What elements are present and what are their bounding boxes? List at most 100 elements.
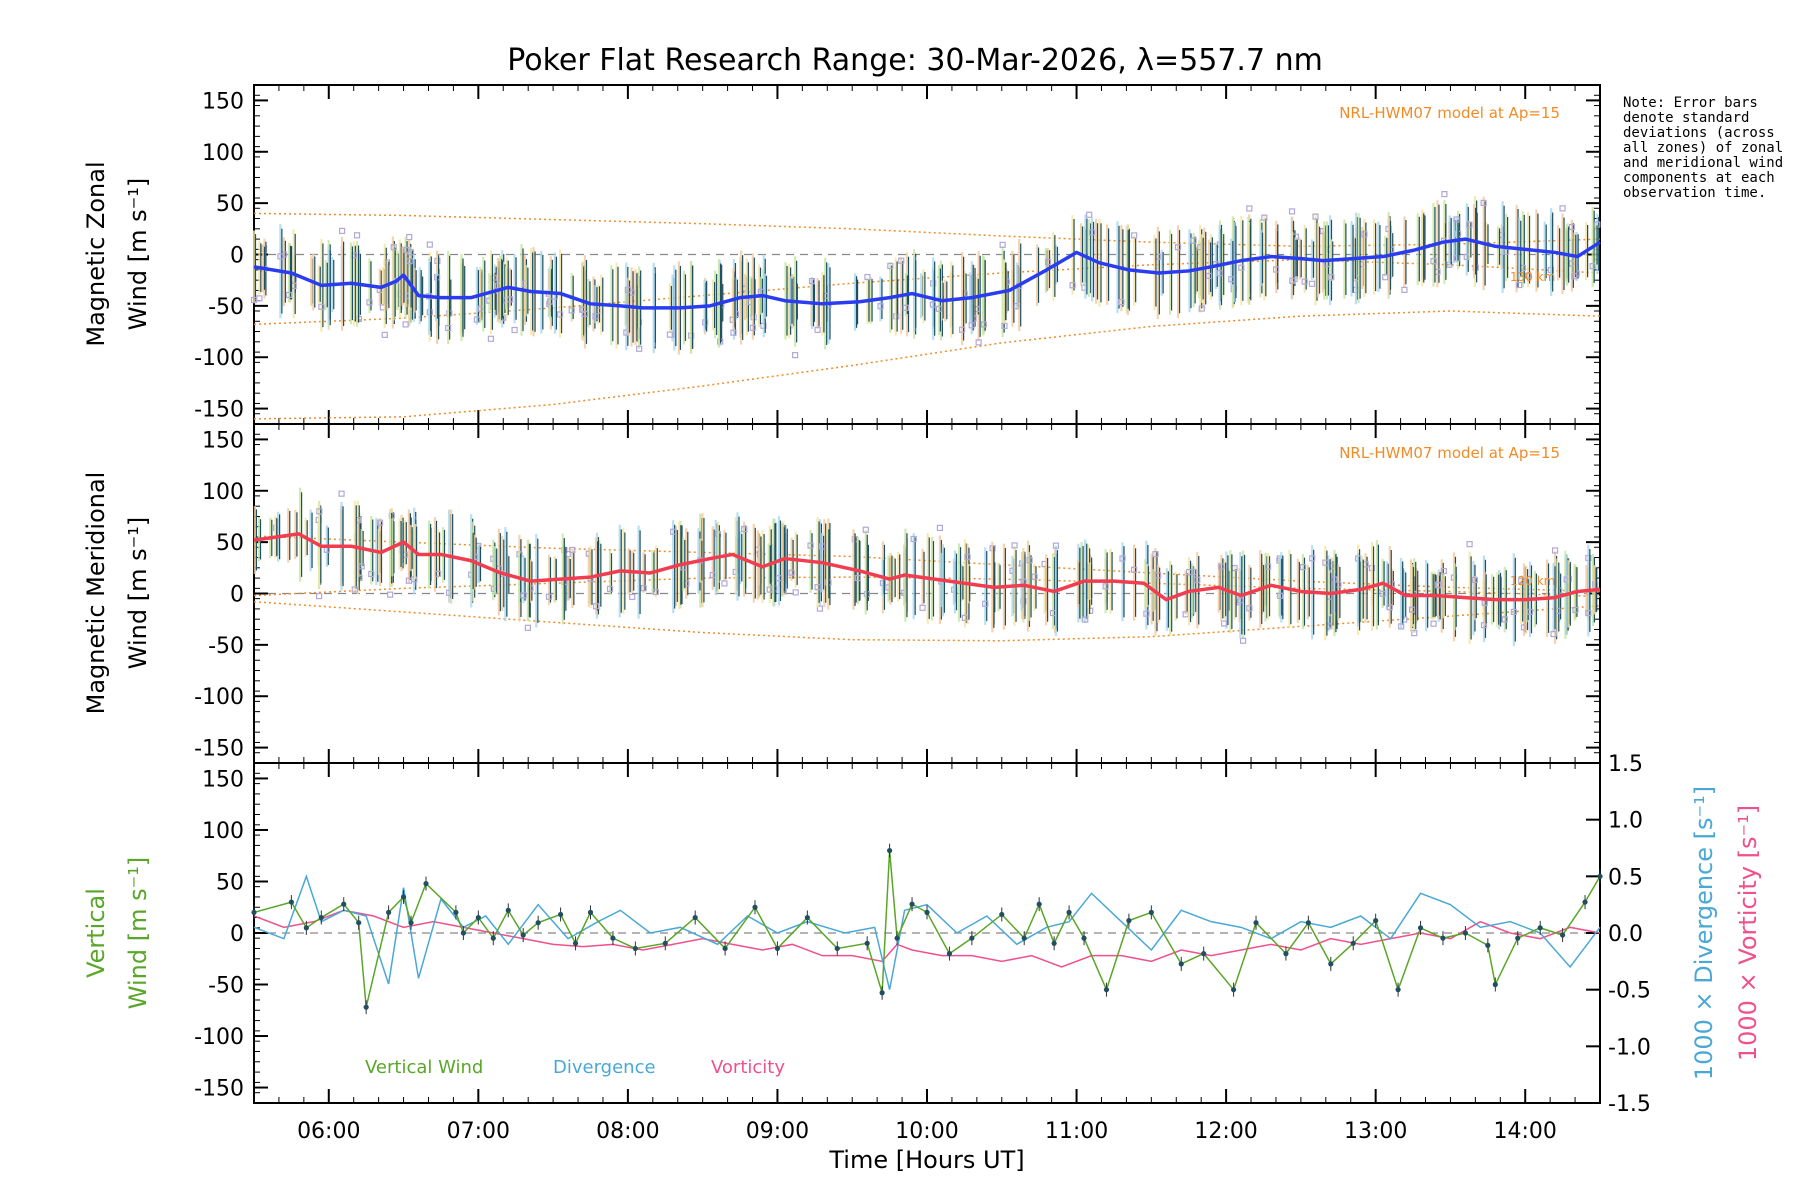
vertical-ylabel-line1: Vertical — [82, 888, 110, 978]
meridional-scatter-point — [1130, 566, 1138, 573]
meridional-scatter-point — [1510, 608, 1517, 615]
meridional-scatter-point — [862, 526, 869, 533]
meridional-scatter-point — [606, 585, 614, 592]
meridional-scatter-point — [1551, 547, 1559, 554]
zonal-scatter-point — [338, 227, 346, 234]
zonal-scatter-point — [285, 291, 293, 299]
meridional-scatter-point — [792, 589, 799, 596]
meridional-scatter-point — [1031, 573, 1038, 580]
meridional-scatter-point — [1550, 630, 1557, 638]
meridional-ytick-label: -50 — [208, 634, 244, 659]
meridional-scatter-point — [1408, 606, 1416, 613]
vertical-wind-point — [1148, 909, 1154, 915]
meridional-scatter-point — [1309, 555, 1316, 562]
meridional-scatter-point — [358, 563, 365, 570]
meridional-scatter-point — [1143, 610, 1150, 617]
zonal-scatter-point — [980, 321, 987, 328]
meridional-scatter-point — [640, 585, 647, 592]
zonal-scatter-point — [1261, 214, 1268, 221]
vertical-ytick-label: -100 — [194, 1025, 244, 1050]
zonal-scatter-point — [959, 326, 966, 333]
vertical-wind-point — [251, 909, 257, 915]
meridional-scatter-point — [1277, 592, 1284, 599]
zonal-scatter-point — [814, 326, 821, 333]
zonal-scatter-point — [1288, 208, 1296, 215]
vertical-wind-point — [1597, 873, 1603, 879]
vertical-wind-point — [1373, 918, 1379, 924]
vertical-wind-point — [610, 935, 616, 941]
vertical-wind-point — [1201, 951, 1207, 957]
vertical-wind-point — [423, 880, 429, 887]
xtick-label: 12:00 — [1194, 1119, 1257, 1144]
vertical-wind-point — [303, 925, 309, 931]
meridional-scatter-point — [1430, 620, 1437, 627]
vertical-wind-point — [1253, 920, 1259, 926]
y2-tick-label: -0.5 — [1608, 979, 1651, 1004]
vertical-wind-point — [1492, 981, 1498, 988]
zonal-scatter-point — [1453, 216, 1460, 223]
meridional-scatter-point — [1264, 563, 1272, 570]
zonal-scatter-point — [1430, 257, 1437, 265]
meridional-scatter-point — [1386, 604, 1393, 611]
vertical-wind-point — [1440, 935, 1446, 941]
zonal-scatter-point — [426, 241, 433, 248]
zonal-scatter-point — [1503, 248, 1510, 255]
zonal-ylabel-line1: Magnetic Zonal — [82, 161, 110, 346]
vertical-wind-point — [1178, 961, 1184, 967]
meridional-scatter-point — [1572, 606, 1579, 614]
xtick-label: 06:00 — [297, 1119, 360, 1144]
meridional-scatter-point — [1398, 623, 1405, 630]
vertical-wind-point — [946, 951, 953, 957]
vertical-wind-point — [1051, 940, 1057, 946]
meridional-scatter-point — [816, 605, 824, 612]
zonal-scatter-point — [581, 310, 589, 317]
zonal-scatter-point — [1328, 274, 1335, 281]
meridional-scatter-point — [351, 586, 358, 593]
vertical-wind-point — [386, 909, 392, 915]
vertical-wind-point — [453, 909, 459, 915]
x-axis-title: Time [Hours UT] — [828, 1146, 1024, 1174]
meridional-scatter-point — [1155, 572, 1162, 579]
zonal-ytick-label: -150 — [194, 398, 244, 423]
zonal-wind-line — [253, 237, 1601, 310]
zonal-scatter-point — [256, 295, 263, 302]
meridional-scatter-point — [814, 584, 821, 591]
meridional-scatter-point — [1011, 542, 1018, 549]
meridional-scatter-point — [1194, 576, 1201, 583]
zonal-scatter-point — [1524, 272, 1532, 279]
vertical-wind-point — [572, 940, 579, 946]
meridional-scatter-point — [1411, 629, 1418, 637]
vertical-wind-point — [288, 899, 294, 905]
zonal-scatter-point — [1301, 278, 1308, 285]
legend-vorticity: Vorticity — [711, 1057, 785, 1078]
zonal-scatter-point — [1198, 305, 1205, 312]
meridional-scatter-point — [1501, 616, 1508, 623]
meridional-scatter-point — [434, 570, 442, 577]
zonal-scatter-point — [1238, 264, 1245, 271]
meridional-scatter-point — [741, 525, 748, 533]
meridional-scatter-point — [376, 519, 384, 526]
vertical-wind-point — [1230, 987, 1237, 993]
xtick-label: 11:00 — [1045, 1119, 1108, 1144]
zonal-scatter-point — [1088, 229, 1096, 236]
vertical-wind-point — [356, 920, 362, 926]
meridional-scatter-point — [1246, 605, 1253, 612]
zonal-scatter-point — [1289, 277, 1296, 284]
vertical-wind-point — [894, 935, 900, 941]
vertical-wind-point — [318, 914, 324, 921]
zonal-scatter-point — [1086, 211, 1093, 218]
zonal-scatter-point — [1568, 223, 1575, 231]
vertical-wind-point — [535, 920, 541, 926]
meridional-ytick-label: 0 — [230, 583, 244, 608]
zonal-scatter-point — [1001, 322, 1008, 329]
vertical-ytick-label: 50 — [216, 870, 244, 895]
zonal-scatter-point — [935, 305, 942, 312]
meridional-scatter-point — [775, 575, 783, 582]
vertical-wind-point — [1515, 935, 1521, 941]
zonal-scatter-point — [898, 257, 905, 264]
xtick-label: 08:00 — [596, 1119, 659, 1144]
zonal-scatter-point — [808, 277, 816, 285]
zonal-scatter-point — [1308, 280, 1316, 287]
meridional-scatter-point — [670, 528, 677, 535]
y2-tick-label: -1.0 — [1608, 1035, 1651, 1060]
